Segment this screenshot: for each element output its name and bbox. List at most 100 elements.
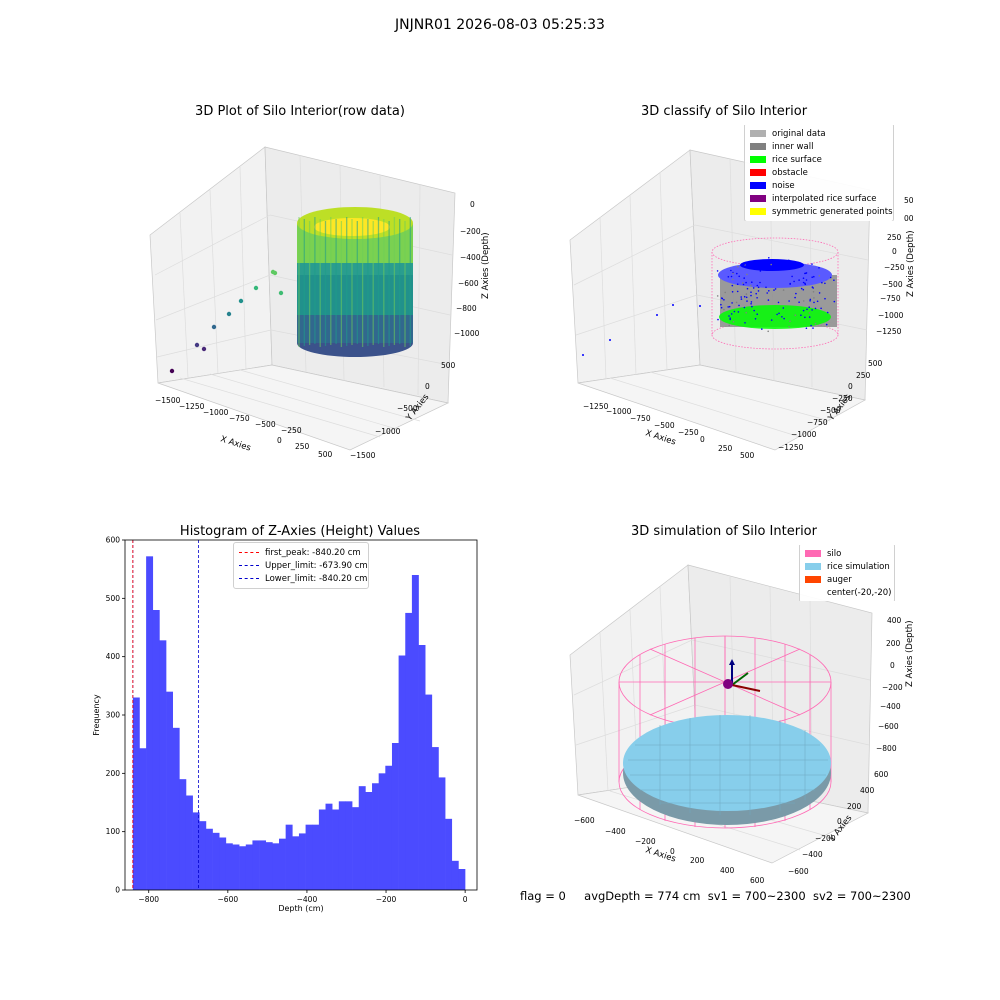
legend-swatch bbox=[750, 143, 766, 150]
noise-point bbox=[750, 284, 752, 287]
x-tick-label: −600 bbox=[218, 895, 239, 904]
legend-item-auger: auger bbox=[805, 573, 889, 586]
histogram-bar bbox=[458, 869, 466, 890]
noise-point bbox=[811, 263, 813, 265]
noise-point bbox=[742, 283, 745, 286]
noise-point bbox=[789, 283, 791, 285]
noise-point bbox=[751, 281, 753, 283]
noise-point bbox=[783, 261, 786, 264]
histogram-bar bbox=[391, 743, 399, 890]
auger-axes-arrows bbox=[723, 659, 761, 692]
histogram-bar bbox=[146, 556, 154, 890]
legend-swatch bbox=[750, 156, 766, 163]
noise-point bbox=[781, 316, 783, 318]
noise-point bbox=[820, 307, 822, 310]
noise-point bbox=[750, 303, 752, 305]
noise-point bbox=[802, 300, 805, 302]
histogram-bar bbox=[139, 748, 147, 890]
plot4-ztick: −400 bbox=[880, 702, 901, 711]
y-tick-label: 200 bbox=[106, 769, 121, 778]
legend-item-upper-limit: Upper_limit: -673.90 cm bbox=[239, 559, 368, 572]
plot4-xtick: 0 bbox=[670, 847, 675, 856]
noise-point bbox=[788, 326, 790, 328]
legend-item-rice-simulation: rice simulation bbox=[805, 560, 890, 573]
noise-point bbox=[765, 286, 767, 289]
noise-point bbox=[782, 265, 785, 268]
plot2-ytick: −1000 bbox=[791, 430, 817, 439]
noise-point bbox=[805, 327, 808, 329]
noise-point bbox=[724, 291, 726, 294]
legend-item-rice-surface: rice surface bbox=[750, 153, 888, 166]
plot2-ytick-labels: 500 250 0 −250 −500 −750 −1000 −1250 bbox=[778, 359, 883, 452]
noise-point bbox=[816, 300, 819, 303]
noise-point bbox=[802, 309, 805, 312]
noise-point bbox=[729, 318, 731, 321]
chart-title: Histogram of Z-Axies (Height) Values bbox=[179, 524, 421, 539]
noise-point bbox=[745, 311, 747, 314]
noise-point bbox=[813, 275, 815, 278]
noise-point bbox=[717, 318, 719, 321]
noise-point bbox=[736, 283, 739, 285]
x-tick-label: −400 bbox=[297, 895, 318, 904]
y-tick-label: 600 bbox=[106, 536, 121, 545]
histogram-bar bbox=[292, 836, 300, 890]
noise-point bbox=[773, 289, 775, 291]
noise-point bbox=[731, 284, 734, 287]
legend-swatch bbox=[750, 130, 766, 137]
plot2-noise-points bbox=[716, 257, 836, 333]
plot2-ztick: −1250 bbox=[876, 327, 902, 336]
noise-point bbox=[818, 275, 821, 277]
histogram-bar bbox=[159, 640, 167, 890]
noise-point bbox=[802, 288, 805, 291]
histogram-bar bbox=[272, 843, 280, 890]
noise-point bbox=[778, 312, 780, 315]
plot2-xtick: −1250 bbox=[583, 402, 609, 411]
flag-text: flag = 0 bbox=[520, 889, 566, 903]
noise-point bbox=[732, 272, 734, 275]
sv2-text: sv2 = 700~2300 bbox=[812, 889, 911, 903]
noise-point bbox=[808, 306, 810, 308]
plot4-title: 3D simulation of Silo Interior bbox=[631, 524, 817, 539]
histogram-bar bbox=[199, 821, 207, 890]
noise-point bbox=[767, 330, 769, 333]
noise-point bbox=[757, 290, 760, 292]
plot4-ztick: 200 bbox=[886, 639, 901, 648]
noise-point bbox=[793, 280, 795, 283]
plot2-title: 3D classify of Silo Interior bbox=[640, 104, 808, 119]
noise-point bbox=[833, 279, 835, 281]
histogram-bar bbox=[298, 833, 306, 890]
legend-swatch bbox=[805, 589, 821, 596]
histogram-bar bbox=[252, 840, 260, 890]
legend-swatch bbox=[805, 576, 821, 583]
noise-point bbox=[745, 293, 748, 295]
legend-item-lower-limit: Lower_limit: -840.20 cm bbox=[239, 572, 367, 585]
noise-point bbox=[733, 310, 736, 313]
plot4-ztick: 0 bbox=[890, 661, 895, 670]
noise-point bbox=[716, 295, 719, 297]
noise-point bbox=[761, 328, 763, 330]
plot1-ztick: 0 bbox=[470, 200, 475, 209]
plot2-ytick: −1250 bbox=[778, 443, 804, 452]
plot1-xtick: 500 bbox=[318, 450, 333, 459]
plot1-ztick-labels: 0 −200 −400 −600 −800 −1000 bbox=[454, 200, 481, 338]
noise-point bbox=[741, 265, 744, 268]
noise-point bbox=[829, 276, 832, 279]
plot1-point-columns bbox=[298, 217, 411, 347]
noise-point bbox=[791, 275, 793, 278]
noise-point bbox=[756, 284, 759, 287]
histogram-bar bbox=[451, 860, 459, 890]
plot2-xtick: 500 bbox=[740, 451, 755, 460]
noise-point bbox=[750, 291, 752, 293]
legend-item-obstacle: obstacle bbox=[750, 166, 888, 179]
plot4-ytick: −200 bbox=[815, 834, 836, 843]
histogram-bar bbox=[245, 844, 253, 890]
plot2-xtick: −250 bbox=[678, 428, 699, 437]
noise-point bbox=[756, 313, 758, 315]
noise-point bbox=[770, 263, 772, 266]
plot2-zlabel: Z Axies (Depth) bbox=[906, 230, 916, 297]
noise-point bbox=[809, 300, 811, 302]
plot1-3d-axes: −1500 −1250 −1000 −750 −500 −250 0 250 5… bbox=[149, 146, 491, 460]
noise-point bbox=[727, 306, 729, 308]
noise-point bbox=[736, 290, 739, 293]
noise-point bbox=[764, 265, 766, 268]
